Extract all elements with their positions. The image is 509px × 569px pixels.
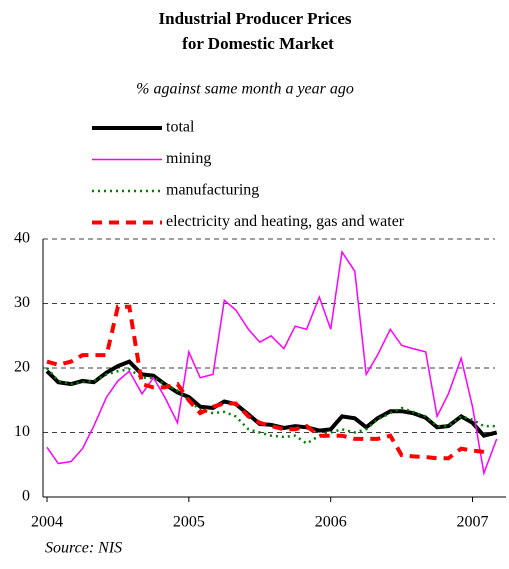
y-tick-label: 10 (14, 423, 30, 440)
legend-label: mining (166, 150, 211, 167)
chart-title: Industrial Producer Prices (159, 9, 352, 28)
y-tick-label: 30 (14, 294, 30, 311)
series-line (46, 304, 485, 461)
series-line (46, 367, 497, 445)
x-tick-label: 2006 (315, 514, 347, 531)
x-tick-label: 2007 (457, 514, 489, 531)
legend-label: total (166, 119, 195, 136)
series-line (46, 249, 498, 476)
legend-label: manufacturing (166, 182, 259, 199)
x-tick-label: 2005 (173, 514, 205, 531)
legend-label: electricity and heating, gas and water (166, 213, 405, 230)
x-tick-label: 2004 (31, 514, 63, 531)
y-tick-label: 20 (14, 359, 30, 376)
source-note: Source: NIS (45, 540, 122, 557)
y-tick-label: 0 (22, 488, 30, 505)
chart-title: for Domestic Market (182, 34, 334, 53)
y-tick-label: 40 (14, 230, 30, 247)
series-line (45, 359, 498, 438)
chart-subtitle: % against same month a year ago (136, 81, 354, 98)
